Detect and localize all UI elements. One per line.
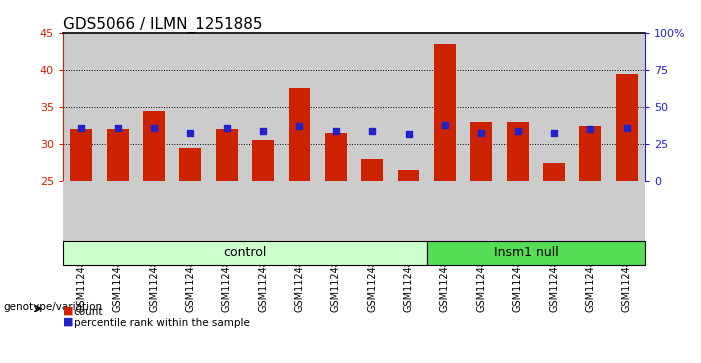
Point <box>294 123 305 129</box>
Point <box>512 128 523 134</box>
Point <box>548 130 559 136</box>
Bar <box>143 111 165 181</box>
Bar <box>470 122 492 181</box>
Bar <box>427 33 463 181</box>
Point <box>257 129 268 134</box>
Bar <box>390 181 427 241</box>
Bar <box>179 148 201 181</box>
Bar <box>608 33 645 181</box>
Point <box>112 125 123 131</box>
Bar <box>289 88 311 181</box>
Point <box>221 125 232 131</box>
Bar <box>209 33 245 181</box>
Bar <box>463 181 499 241</box>
Bar <box>70 129 93 181</box>
FancyBboxPatch shape <box>63 241 427 265</box>
Point <box>476 130 487 136</box>
Bar <box>209 181 245 241</box>
Point <box>76 125 87 131</box>
Point <box>367 129 378 134</box>
Bar <box>361 159 383 181</box>
Bar <box>100 33 136 181</box>
Bar <box>318 181 354 241</box>
Text: count: count <box>74 307 103 317</box>
Bar <box>572 181 608 241</box>
Bar <box>507 122 529 181</box>
Bar <box>245 181 281 241</box>
Bar <box>434 44 456 181</box>
Bar <box>318 33 354 181</box>
Bar <box>427 181 463 241</box>
Bar <box>580 126 601 181</box>
Bar <box>397 170 419 181</box>
Bar <box>354 33 390 181</box>
Bar <box>63 181 100 241</box>
Bar <box>172 33 209 181</box>
Text: Insm1 null: Insm1 null <box>494 246 559 259</box>
Bar <box>572 33 608 181</box>
Bar <box>252 140 274 181</box>
Bar <box>463 33 499 181</box>
Bar <box>499 181 536 241</box>
Bar <box>172 181 209 241</box>
Bar <box>281 33 318 181</box>
Bar <box>499 33 536 181</box>
Point <box>621 125 632 131</box>
Bar <box>216 129 238 181</box>
Bar <box>390 33 427 181</box>
Text: ■: ■ <box>63 306 74 316</box>
Point <box>403 131 414 137</box>
Bar <box>281 181 318 241</box>
Text: genotype/variation: genotype/variation <box>4 302 102 312</box>
Bar <box>245 33 281 181</box>
Bar <box>536 181 572 241</box>
Bar <box>325 133 347 181</box>
Point <box>440 122 451 128</box>
Bar <box>543 163 565 181</box>
Bar <box>608 181 645 241</box>
Text: percentile rank within the sample: percentile rank within the sample <box>74 318 250 328</box>
Bar <box>536 33 572 181</box>
Text: control: control <box>223 246 266 259</box>
Bar <box>63 33 100 181</box>
Bar <box>615 74 638 181</box>
Point <box>185 130 196 136</box>
Text: GDS5066 / ILMN_1251885: GDS5066 / ILMN_1251885 <box>63 16 263 33</box>
Text: ■: ■ <box>63 317 74 327</box>
Bar <box>100 181 136 241</box>
Bar <box>354 181 390 241</box>
Bar <box>136 33 172 181</box>
FancyBboxPatch shape <box>427 241 645 265</box>
Point <box>149 125 160 131</box>
Bar <box>107 129 128 181</box>
Point <box>330 128 341 134</box>
Point <box>585 126 596 132</box>
Bar <box>136 181 172 241</box>
